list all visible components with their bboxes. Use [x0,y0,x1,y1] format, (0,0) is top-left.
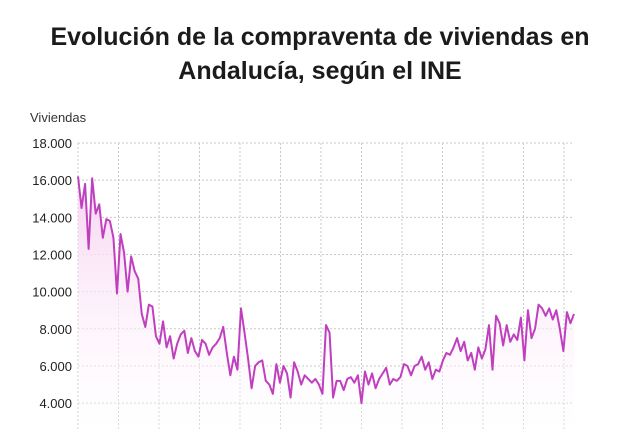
y-tick-label: 12.000 [32,247,72,262]
chart-title-line-2: Andalucía, según el INE [178,57,462,85]
chart-title-line-1: Evolución de la compraventa de viviendas… [50,23,590,51]
y-tick-label: 6.000 [39,359,72,374]
y-tick-label: 8.000 [39,322,72,337]
area-fill [78,176,574,431]
y-tick-label: 16.000 [32,173,72,188]
series-line [77,176,575,405]
y-axis-label: Viviendas [30,110,87,125]
vertical-grid [77,143,565,431]
chart-title: Evolución de la compraventa de viviendas… [0,20,640,88]
y-tick-label: 4.000 [39,396,72,411]
y-tick-label: 10.000 [32,285,72,300]
y-axis: 4.000 6.000 8.000 10.000 12.000 14.000 16.000 1… [32,136,72,411]
y-tick-label: 14.000 [32,210,72,225]
y-tick-label: 18.000 [32,136,72,151]
